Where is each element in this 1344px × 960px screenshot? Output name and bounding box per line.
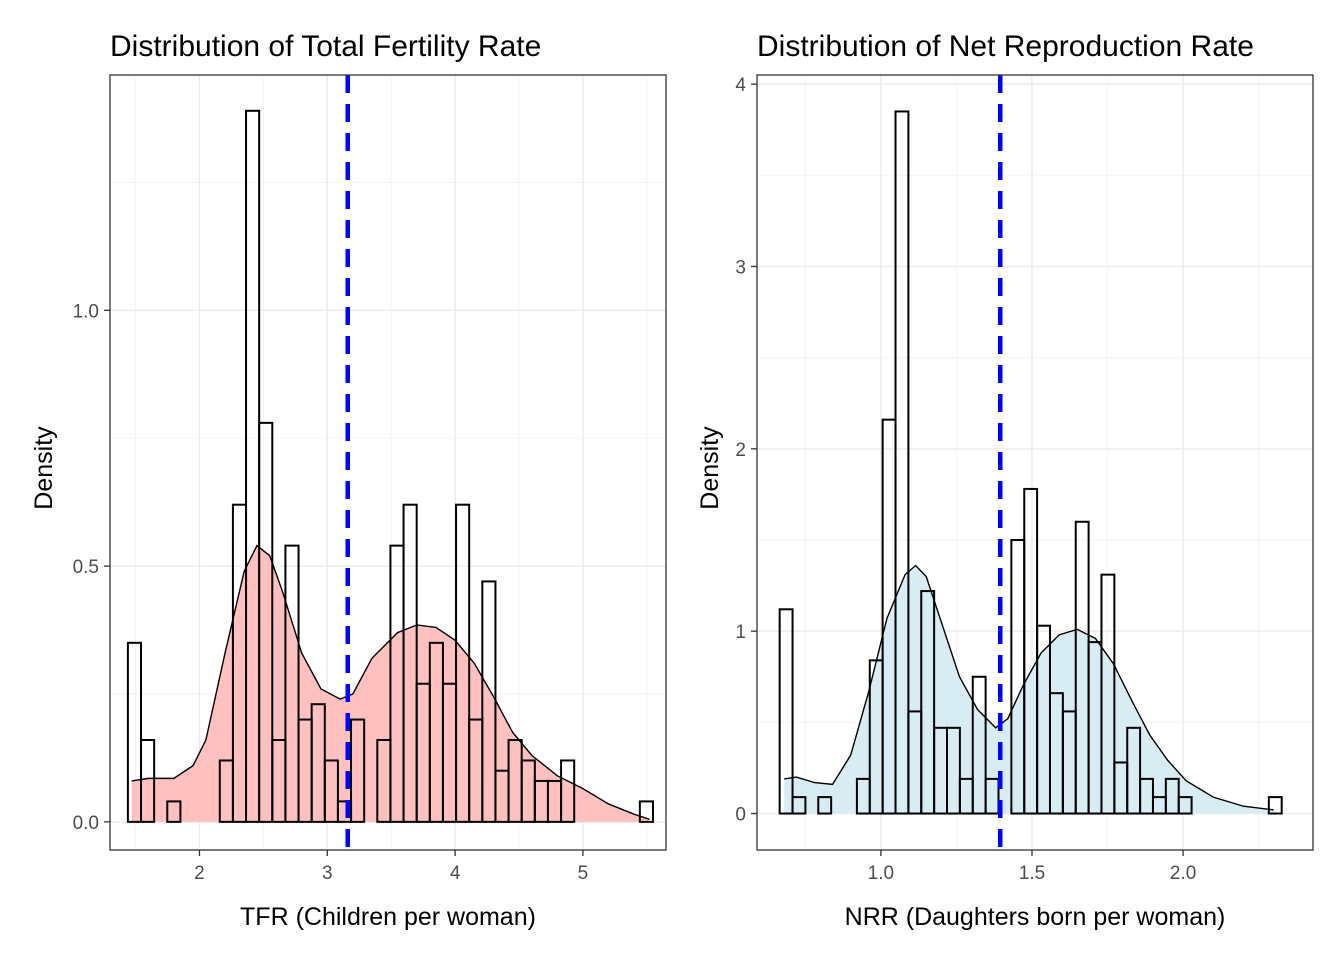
nrr-y-tick-label: 3 [735, 257, 746, 278]
nrr-x-tick-label: 1.5 [1019, 863, 1045, 884]
tfr-histogram-bar [258, 421, 274, 823]
nrr-chart-title: Distribution of Net Reproduction Rate [757, 30, 1254, 63]
tfr-y-axis-title: Density [30, 426, 58, 510]
tfr-histogram-bar [402, 503, 418, 823]
nrr-y-tick-label: 1 [735, 622, 746, 643]
tfr-x-axis-title: TFR (Children per woman) [240, 903, 536, 931]
nrr-histogram-bar [791, 796, 807, 815]
nrr-y-tick-label: 2 [735, 440, 746, 461]
nrr-axes: 1.0 1.5 2.0 0 1 2 3 4 [735, 75, 1196, 884]
nrr-histogram-bar [946, 726, 961, 815]
tfr-x-tick-label: 5 [578, 863, 589, 884]
tfr-histogram-bar [455, 503, 471, 823]
tfr-histogram-bar [126, 641, 143, 823]
tfr-panel: 2 3 4 5 0.0 0.5 1.0 Distribution of Total Fert… [30, 30, 667, 931]
tfr-x-tick-label: 4 [450, 863, 461, 884]
tfr-histogram-bar [560, 759, 576, 823]
nrr-histogram-bar [971, 675, 987, 815]
nrr-density-fill-layer [784, 565, 1274, 814]
nrr-histogram-bars [778, 110, 1283, 815]
tfr-histogram-bar [166, 800, 182, 823]
nrr-y-tick-label: 0 [735, 805, 746, 826]
tfr-x-tick-label: 2 [194, 863, 205, 884]
nrr-histogram-bar [1177, 796, 1193, 815]
nrr-x-tick-label: 1.0 [868, 863, 894, 884]
nrr-histogram-bar [1126, 726, 1142, 815]
nrr-x-tick-label: 2.0 [1170, 863, 1196, 884]
tfr-axes: 2 3 4 5 0.0 0.5 1.0 [73, 301, 589, 884]
tfr-density-line-layer [131, 544, 650, 820]
tfr-panel-border [109, 74, 667, 851]
nrr-panel: 1.0 1.5 2.0 0 1 2 3 4 Distribution of Net Repro… [696, 30, 1314, 931]
nrr-histogram-bar [1100, 573, 1116, 815]
tfr-histogram-bar [140, 739, 156, 823]
tfr-y-tick-label: 1.0 [73, 301, 99, 322]
tfr-histogram-bar [284, 544, 300, 823]
nrr-histogram-bar [984, 777, 1000, 815]
tfr-histogram-bar [638, 800, 654, 823]
tfr-x-tick-label: 3 [322, 863, 333, 884]
tfr-histogram-bar [350, 718, 366, 823]
tfr-chart-title: Distribution of Total Fertility Rate [110, 30, 541, 63]
nrr-histogram-bar [1267, 796, 1283, 815]
nrr-density-area [784, 565, 1274, 814]
tfr-density-line [131, 544, 650, 820]
nrr-y-tick-label: 4 [735, 75, 746, 96]
tfr-histogram-bar [323, 759, 339, 823]
nrr-histogram-bar [778, 608, 794, 815]
tfr-y-tick-label: 0.0 [73, 813, 99, 834]
nrr-y-axis-title: Density [696, 426, 724, 510]
tfr-y-tick-label: 0.5 [73, 557, 99, 578]
nrr-x-axis-title: NRR (Daughters born per woman) [845, 903, 1226, 931]
nrr-histogram-bar [894, 110, 910, 815]
tfr-histogram-bars [126, 109, 654, 823]
nrr-histogram-bar [920, 590, 936, 815]
nrr-panel-border [756, 74, 1314, 851]
nrr-histogram-bar [817, 796, 833, 815]
